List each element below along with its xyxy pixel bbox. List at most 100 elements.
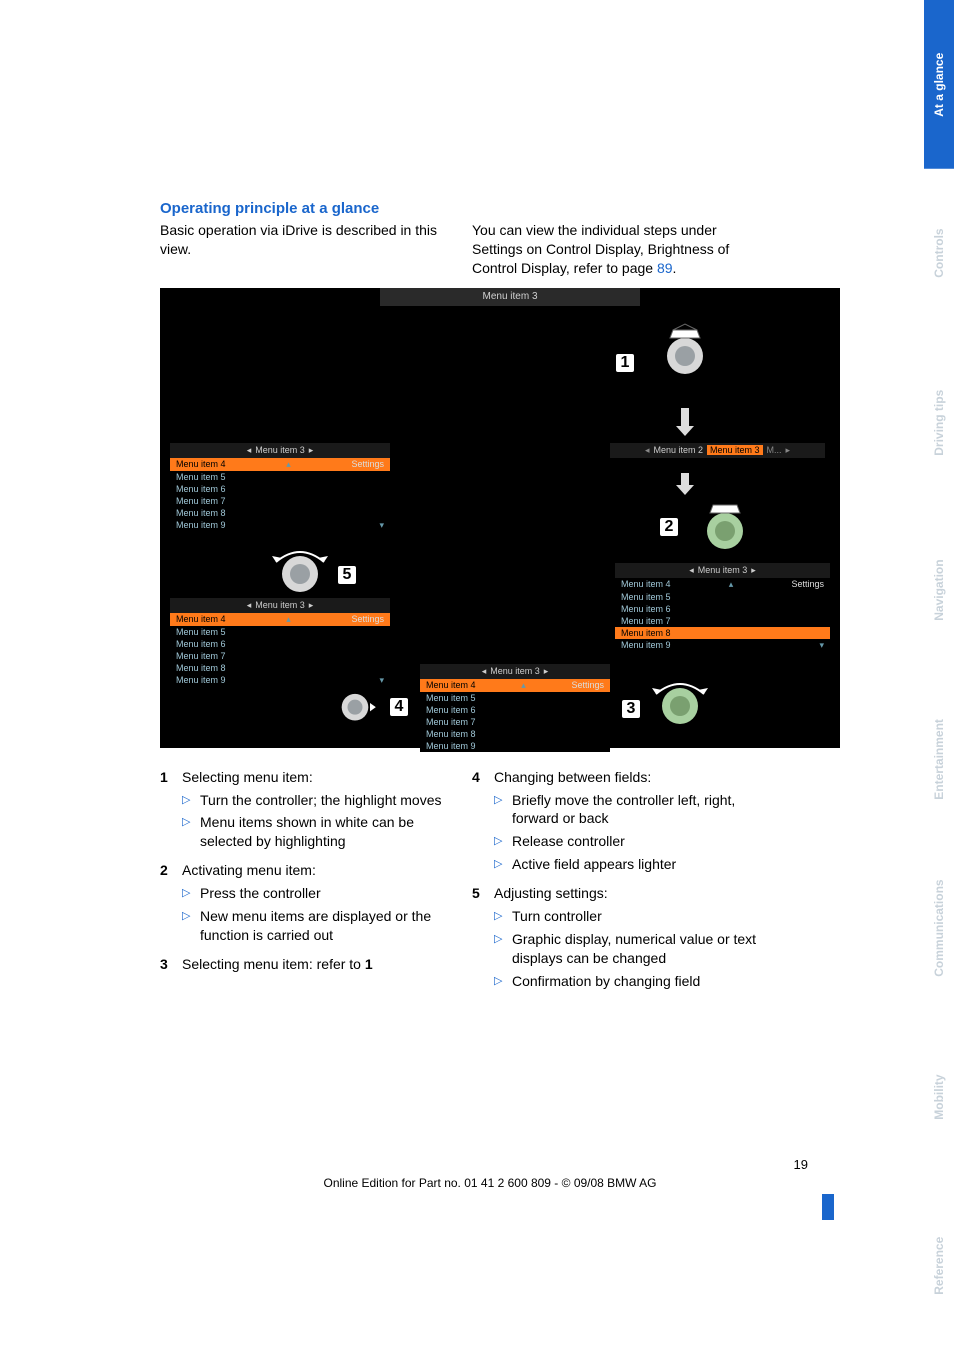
figure-menu-row: Menu item 9 [420,740,610,752]
figure-menu-row-selected: Menu item 4▴Settings [170,613,390,626]
controller-knob-4 [330,678,380,728]
figure-menu-row: Menu item 6 [170,483,390,495]
figure-menu-row: Menu item 5 [170,471,390,483]
figure-menu-title: Menu item 3 [255,445,305,455]
sub-item-text: Release controller [512,832,625,851]
figure-menu-item: Menu item 8 [176,663,226,673]
list-title-a: Selecting menu item: refer to [182,956,365,972]
list-title: Activating menu item: [182,862,316,878]
figure-menu-row: Menu item 5 [615,591,830,603]
page: Operating principle at a glance Basic op… [0,0,954,1350]
figure-menu-right: ◂ Menu item 3 ▸ Menu item 4▴Settings Men… [615,563,830,652]
figure-number-5: 5 [338,566,356,584]
figure-header-bar: Menu item 3 [380,288,640,306]
intro-right-text-a: You can view the individual steps under … [472,222,729,276]
figure-menu-row: Menu item 8 [170,662,390,674]
figure-menu-title: Menu item 3 [698,565,748,575]
figure-menu-row: Menu item 6 [170,638,390,650]
list-item: 5 Adjusting settings: Turn controller Gr… [472,884,760,994]
sub-item-text: Briefly move the controller left, right,… [512,791,760,829]
edition-line: Online Edition for Part no. 01 41 2 600 … [160,1176,820,1190]
sub-item-text: Menu items shown in white can be selecte… [200,813,448,851]
sub-item: Briefly move the controller left, right,… [494,791,760,829]
figure-menu-row-selected: Menu item 4▴Settings [420,679,610,692]
intro-columns: Basic operation via iDrive is described … [160,221,760,278]
figure-menu-item: Menu item 9 [621,640,671,651]
figure-tab-active: Menu item 3 [707,445,763,455]
figure-menu-item: Menu item 4 [176,459,226,470]
side-tab-navigation[interactable]: Navigation [924,506,954,675]
list-title-ref: 1 [365,956,373,972]
figure-menu-item: Menu item 9 [176,675,226,686]
figure-menu-center: ◂ Menu item 3 ▸ Menu item 4▴Settings Men… [420,664,610,752]
side-tab-at-a-glance[interactable]: At a glance [924,0,954,169]
figure-menu-item: Menu item 4 [621,579,671,590]
figure-tab-inactive: Menu item 2 [653,445,703,455]
page-link-89[interactable]: 89 [657,260,673,276]
figure-menu-item: Menu item 4 [176,614,226,625]
figure-menu-item: Menu item 8 [621,628,671,638]
figure-menu-title: Menu item 3 [255,600,305,610]
figure-menu-titlebar: ◂ Menu item 3 ▸ [170,443,390,458]
sub-item-text: Turn controller [512,907,602,926]
figure-menu-item: Menu item 7 [621,616,671,626]
sub-item: Turn the controller; the highlight moves [182,791,448,810]
side-tabs: At a glanceControlsDriving tipsNavigatio… [924,0,954,1350]
instruction-right: 4 Changing between fields: Briefly move … [472,768,760,1001]
figure-menu-item: Menu item 9 [176,520,226,531]
content-area: Operating principle at a glance Basic op… [0,0,820,1001]
figure-menu-row: Menu item 9▾ [615,639,830,652]
figure-menu-titlebar: ◂ Menu item 3 ▸ [420,664,610,679]
sub-list: Turn controller Graphic display, numeric… [494,907,760,991]
list-item: 2 Activating menu item: Press the contro… [160,861,448,949]
figure-menu-row-selected: Menu item 8 [615,627,830,639]
figure-menu-row: Menu item 5 [420,692,610,704]
figure-number-3: 3 [622,700,640,718]
list-number: 2 [160,861,182,949]
arrow-icon [670,408,700,438]
figure-menu-item: Menu item 4 [426,680,476,691]
figure-settings-label: Settings [351,614,384,625]
list-number: 4 [472,768,494,878]
idrive-diagram: Menu item 3 1 ◂ Menu item 2 Menu item 3 … [160,288,840,748]
instruction-columns: 1 Selecting menu item: Turn the controll… [160,768,760,1001]
sub-list: Briefly move the controller left, right,… [494,791,760,875]
ordered-list-left: 1 Selecting menu item: Turn the controll… [160,768,448,974]
side-tab-entertainment[interactable]: Entertainment [924,675,954,844]
side-tab-communications[interactable]: Communications [924,844,954,1013]
sub-item-text: Turn the controller; the highlight moves [200,791,442,810]
intro-right-text-b: . [673,260,677,276]
list-number: 5 [472,884,494,994]
controller-knob-2 [695,493,755,553]
sub-item: New menu items are displayed or the func… [182,907,448,945]
list-number: 3 [160,955,182,974]
figure-menu-row: Menu item 7 [420,716,610,728]
sub-item: Graphic display, numerical value or text… [494,930,760,968]
list-item: 1 Selecting menu item: Turn the controll… [160,768,448,856]
side-tab-mobility[interactable]: Mobility [924,1013,954,1182]
figure-menu-item: Menu item 5 [621,592,671,602]
figure-menu-row: Menu item 7 [615,615,830,627]
sub-item-text: Graphic display, numerical value or text… [512,930,760,968]
figure-number-2: 2 [660,518,678,536]
sub-item-text: New menu items are displayed or the func… [200,907,448,945]
figure-menu-item: Menu item 7 [176,496,226,506]
figure-menu-row: Menu item 9▾ [170,519,390,532]
footer-accent-bar [822,1194,834,1220]
figure-menu-row: Menu item 6 [615,603,830,615]
sub-item-text: Active field appears lighter [512,855,676,874]
side-tab-reference[interactable]: Reference [924,1181,954,1350]
figure-menu-item: Menu item 8 [426,729,476,739]
figure-menu-item: Menu item 6 [176,484,226,494]
figure-menu-item: Menu item 5 [176,627,226,637]
figure-menu-item: Menu item 6 [426,705,476,715]
figure-menu-item: Menu item 7 [426,717,476,727]
arrow-icon [670,473,700,503]
figure-menu-item: Menu item 5 [176,472,226,482]
figure-menu-title: Menu item 3 [490,666,540,676]
side-tab-controls[interactable]: Controls [924,169,954,338]
side-tab-driving-tips[interactable]: Driving tips [924,338,954,507]
figure-number-4: 4 [390,698,408,716]
intro-right: You can view the individual steps under … [472,221,760,278]
sub-item: Press the controller [182,884,448,903]
